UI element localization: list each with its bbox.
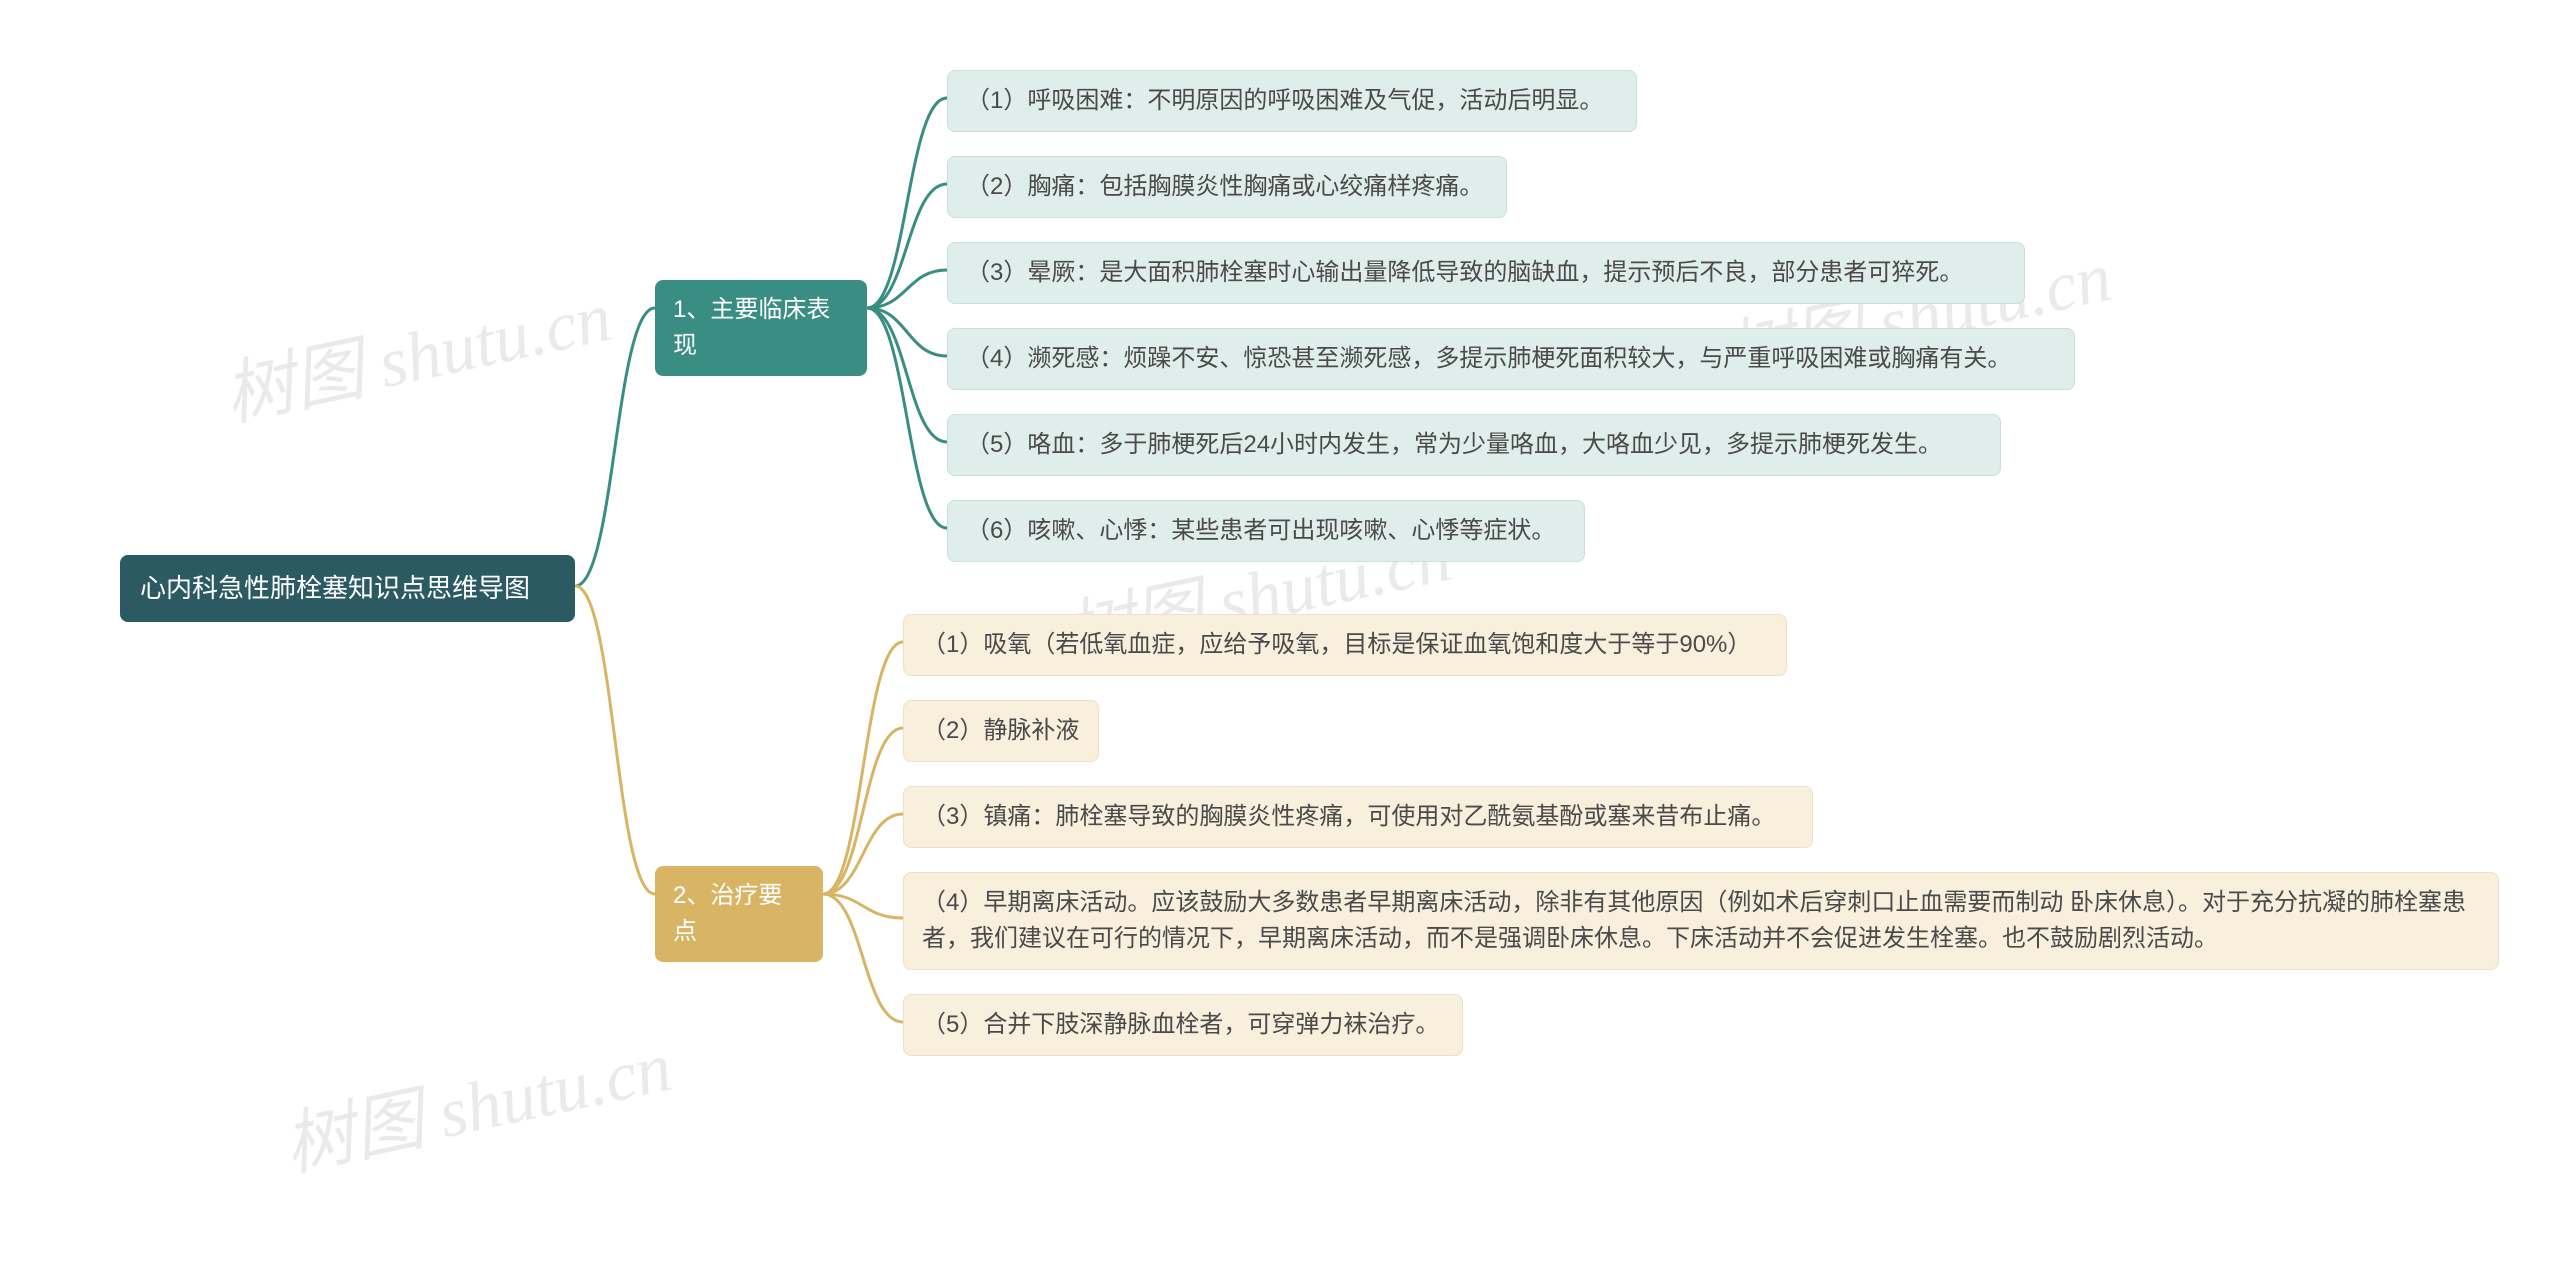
leaf-node-b1-1[interactable]: （2）胸痛：包括胸膜炎性胸痛或心绞痛样疼痛。 xyxy=(947,156,1507,218)
leaf-node-b2-3[interactable]: （4）早期离床活动。应该鼓励大多数患者早期离床活动，除非有其他原因（例如术后穿刺… xyxy=(903,872,2499,970)
leaf-node-b2-1[interactable]: （2）静脉补液 xyxy=(903,700,1099,762)
watermark: 树图 shutu.cn xyxy=(274,1010,679,1190)
leaf-node-b1-3[interactable]: （4）濒死感：烦躁不安、惊恐甚至濒死感，多提示肺梗死面积较大，与严重呼吸困难或胸… xyxy=(947,328,2075,390)
leaf-node-b2-2-label: （3）镇痛：肺栓塞导致的胸膜炎性疼痛，可使用对乙酰氨基酚或塞来昔布止痛。 xyxy=(922,799,1775,835)
branch-node-b1[interactable]: 1、主要临床表现 xyxy=(655,280,867,376)
leaf-node-b2-0[interactable]: （1）吸氧（若低氧血症，应给予吸氧，目标是保证血氧饱和度大于等于90%） xyxy=(903,614,1787,676)
branch-node-b2-label: 2、治疗要点 xyxy=(673,878,805,950)
leaf-node-b1-3-label: （4）濒死感：烦躁不安、惊恐甚至濒死感，多提示肺梗死面积较大，与严重呼吸困难或胸… xyxy=(966,341,2011,377)
leaf-node-b2-0-label: （1）吸氧（若低氧血症，应给予吸氧，目标是保证血氧饱和度大于等于90%） xyxy=(922,627,1751,663)
leaf-node-b2-2[interactable]: （3）镇痛：肺栓塞导致的胸膜炎性疼痛，可使用对乙酰氨基酚或塞来昔布止痛。 xyxy=(903,786,1813,848)
leaf-node-b1-2[interactable]: （3）晕厥：是大面积肺栓塞时心输出量降低导致的脑缺血，提示预后不良，部分患者可猝… xyxy=(947,242,2025,304)
leaf-node-b1-2-label: （3）晕厥：是大面积肺栓塞时心输出量降低导致的脑缺血，提示预后不良，部分患者可猝… xyxy=(966,255,1963,291)
leaf-node-b1-5[interactable]: （6）咳嗽、心悸：某些患者可出现咳嗽、心悸等症状。 xyxy=(947,500,1585,562)
branch-node-b2[interactable]: 2、治疗要点 xyxy=(655,866,823,962)
leaf-node-b2-3-label: （4）早期离床活动。应该鼓励大多数患者早期离床活动，除非有其他原因（例如术后穿刺… xyxy=(922,885,2480,957)
leaf-node-b1-4-label: （5）咯血：多于肺梗死后24小时内发生，常为少量咯血，大咯血少见，多提示肺梗死发… xyxy=(966,427,1942,463)
leaf-node-b1-5-label: （6）咳嗽、心悸：某些患者可出现咳嗽、心悸等症状。 xyxy=(966,513,1555,549)
leaf-node-b1-1-label: （2）胸痛：包括胸膜炎性胸痛或心绞痛样疼痛。 xyxy=(966,169,1483,205)
branch-node-b1-label: 1、主要临床表现 xyxy=(673,292,849,364)
leaf-node-b1-4[interactable]: （5）咯血：多于肺梗死后24小时内发生，常为少量咯血，大咯血少见，多提示肺梗死发… xyxy=(947,414,2001,476)
root-node[interactable]: 心内科急性肺栓塞知识点思维导图 xyxy=(120,555,575,622)
root-node-label: 心内科急性肺栓塞知识点思维导图 xyxy=(140,569,530,608)
leaf-node-b2-1-label: （2）静脉补液 xyxy=(922,713,1079,749)
leaf-node-b1-0-label: （1）呼吸困难：不明原因的呼吸困难及气促，活动后明显。 xyxy=(966,83,1603,119)
leaf-node-b1-0[interactable]: （1）呼吸困难：不明原因的呼吸困难及气促，活动后明显。 xyxy=(947,70,1637,132)
leaf-node-b2-4[interactable]: （5）合并下肢深静脉血栓者，可穿弹力袜治疗。 xyxy=(903,994,1463,1056)
watermark: 树图 shutu.cn xyxy=(214,260,619,440)
leaf-node-b2-4-label: （5）合并下肢深静脉血栓者，可穿弹力袜治疗。 xyxy=(922,1007,1439,1043)
